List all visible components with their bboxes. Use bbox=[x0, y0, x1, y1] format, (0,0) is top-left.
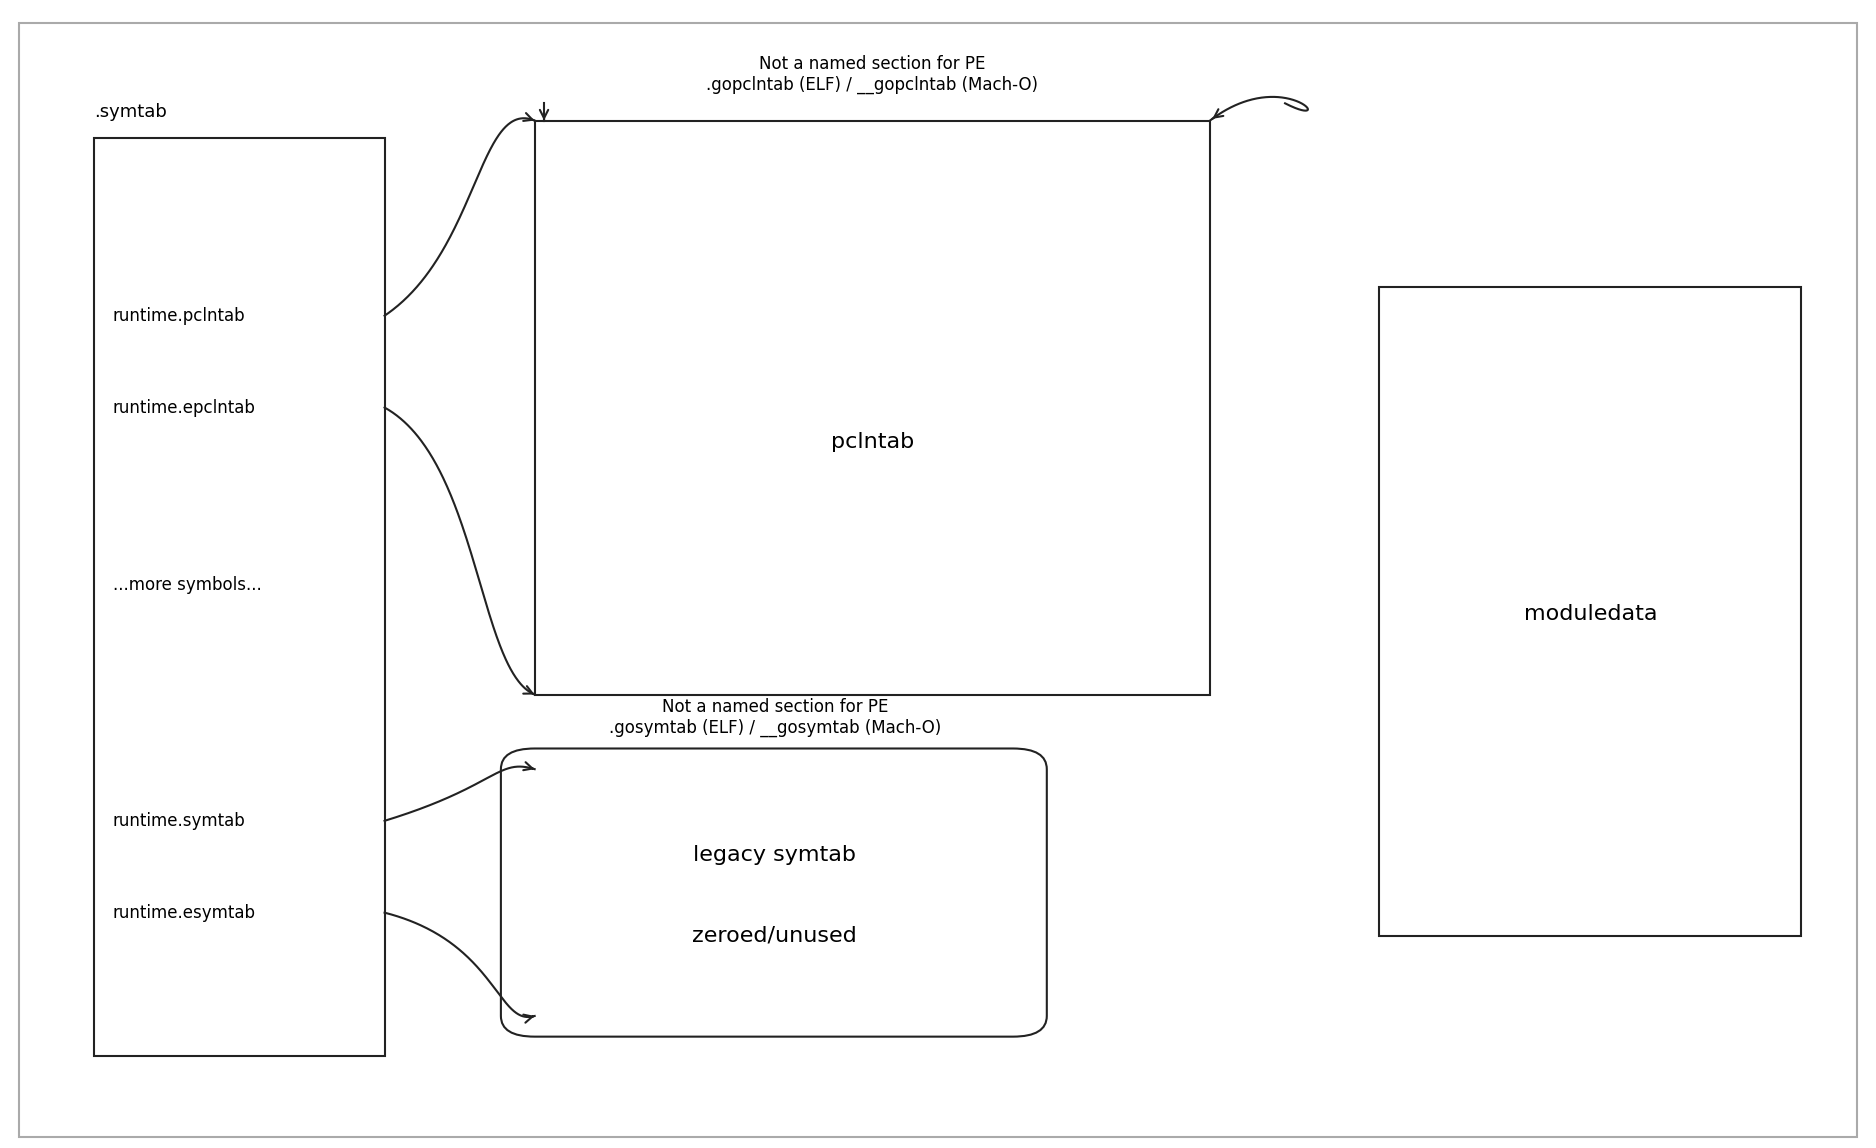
Text: pclntab: pclntab bbox=[831, 432, 914, 452]
Text: runtime.pclntab: runtime.pclntab bbox=[113, 307, 246, 325]
Text: runtime.esymtab: runtime.esymtab bbox=[113, 903, 255, 922]
Bar bbox=[535, 121, 1210, 695]
FancyBboxPatch shape bbox=[501, 748, 1047, 1037]
Text: .symtab: .symtab bbox=[94, 102, 167, 121]
Text: Not a named section for PE
.gopclntab (ELF) / __gopclntab (Mach-O): Not a named section for PE .gopclntab (E… bbox=[707, 55, 1037, 94]
Text: runtime.epclntab: runtime.epclntab bbox=[113, 398, 255, 417]
Text: ...more symbols...: ...more symbols... bbox=[113, 576, 261, 595]
Bar bbox=[1379, 287, 1801, 936]
Text: Not a named section for PE
.gosymtab (ELF) / __gosymtab (Mach-O): Not a named section for PE .gosymtab (EL… bbox=[608, 698, 942, 737]
Text: legacy symtab: legacy symtab bbox=[694, 845, 855, 866]
Text: runtime.symtab: runtime.symtab bbox=[113, 812, 246, 830]
FancyBboxPatch shape bbox=[19, 23, 1857, 1137]
Text: moduledata: moduledata bbox=[1523, 604, 1658, 625]
Text: zeroed/unused: zeroed/unused bbox=[692, 925, 857, 946]
Bar bbox=[94, 138, 385, 1056]
